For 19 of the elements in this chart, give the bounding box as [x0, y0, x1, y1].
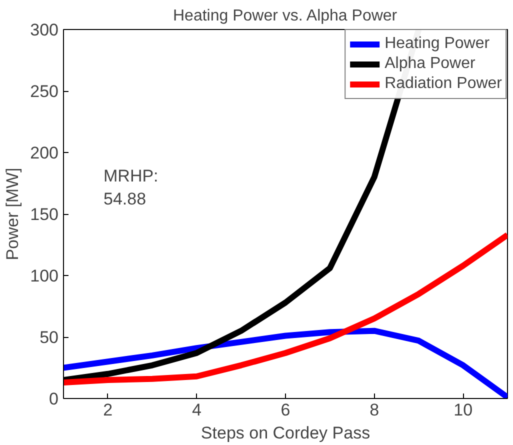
y-tick-label: 200 [30, 144, 59, 162]
annotation: MRHP: 54.88 [104, 166, 158, 208]
x-tick-label: 6 [280, 400, 290, 420]
x-tick-label: 10 [454, 400, 473, 420]
chart-title: Heating Power vs. Alpha Power [173, 8, 398, 24]
y-tick-label: 250 [30, 82, 59, 101]
y-tick-label: 50 [40, 328, 59, 347]
y-tick-label: 0 [49, 390, 59, 408]
x-tick-label: 4 [192, 400, 202, 420]
legend-label: Radiation Power [384, 75, 502, 93]
y-axis-title: Power [MW] [3, 168, 22, 260]
y-tick-label: 150 [30, 205, 59, 224]
y-tick-label: 100 [30, 266, 59, 286]
x-tick-label: 8 [370, 400, 380, 420]
legend-label: Heating Power [384, 35, 490, 53]
legend-label: Alpha Power [384, 55, 476, 73]
x-axis-title: Steps on Cordey Pass [200, 424, 370, 442]
y-tick-label: 300 [30, 20, 59, 40]
x-tick-label: 2 [103, 400, 113, 420]
